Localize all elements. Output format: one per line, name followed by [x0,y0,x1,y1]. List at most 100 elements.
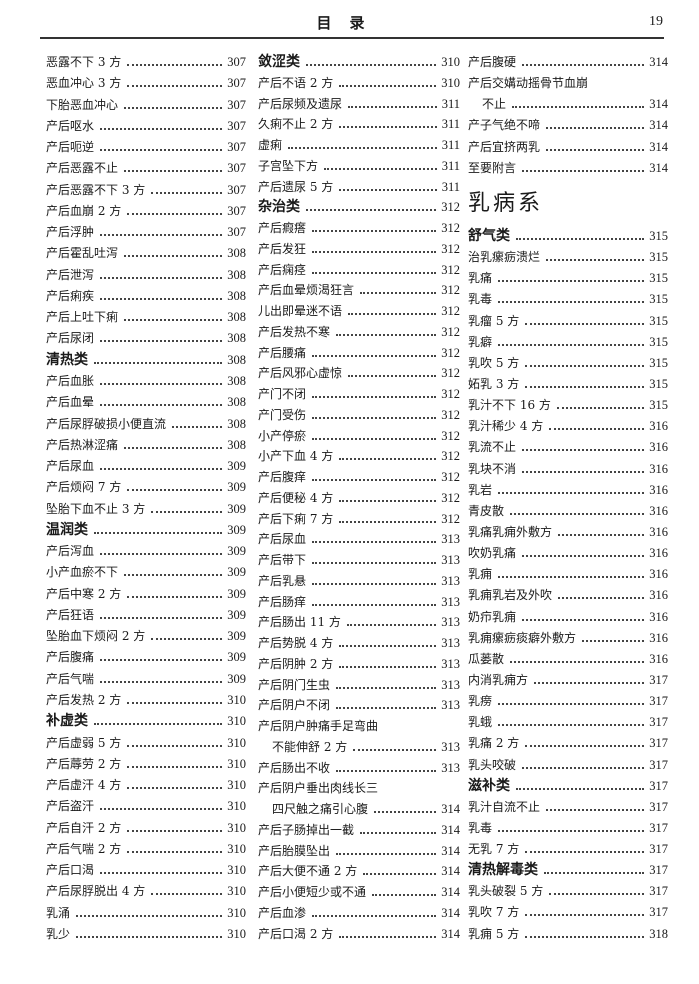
toc-entry[interactable]: 产后腹硬 314 [468,54,668,70]
toc-entry[interactable]: 治乳瘰疬溃烂 315 [468,249,668,265]
toc-entry[interactable]: 产门不闭 312 [258,386,460,402]
toc-entry[interactable]: 产后血崩 2 方 307 [46,203,246,219]
toc-entry[interactable]: 产后便秘 4 方 312 [258,490,460,506]
toc-entry[interactable]: 产后泻血 309 [46,543,246,559]
toc-entry[interactable]: 乳岩 316 [468,482,668,498]
toc-entry[interactable]: 乳汁自流不止 317 [468,799,668,815]
toc-entry[interactable]: 至要附言 314 [468,160,668,176]
toc-entry[interactable]: 乳头咬破 317 [468,757,668,773]
toc-entry[interactable]: 产后尿频及遗尿 311 [258,96,460,112]
toc-entry[interactable]: 下胎恶血冲心 307 [46,97,246,113]
toc-entry[interactable]: 产后宜挤两乳 314 [468,139,668,155]
toc-entry[interactable]: 产后气喘 2 方 310 [46,841,246,857]
toc-entry[interactable]: 产后呕水 307 [46,118,246,134]
toc-entry[interactable]: 产后阴门生虫 313 [258,677,460,693]
toc-entry[interactable]: 乳蛾 317 [468,714,668,730]
toc-entry[interactable]: 产后气喘 309 [46,671,246,687]
toc-entry[interactable]: 乳汁不下 16 方 315 [468,397,668,413]
toc-entry[interactable]: 吹奶乳痛 316 [468,545,668,561]
toc-entry[interactable]: 产后血胀 308 [46,373,246,389]
toc-entry[interactable]: 产后阴户垂出肉线长三 [258,780,460,796]
toc-entry[interactable]: 乳痨 317 [468,693,668,709]
toc-entry[interactable]: 产后腹痛 309 [46,649,246,665]
toc-entry[interactable]: 产后带下 313 [258,552,460,568]
toc-entry[interactable]: 产后小便短少或不通 314 [258,884,460,900]
toc-entry[interactable]: 产后血晕 308 [46,394,246,410]
toc-category[interactable]: 清热解毒类 317 [468,862,668,878]
toc-entry[interactable]: 不能伸舒 2 方 313 [258,739,460,755]
toc-entry[interactable]: 产后自汗 2 方 310 [46,820,246,836]
toc-entry[interactable]: 子宫坠下方 311 [258,158,460,174]
toc-entry[interactable]: 不止 314 [468,96,668,112]
toc-entry[interactable]: 虚痢 311 [258,137,460,153]
toc-entry[interactable]: 产后盗汗 310 [46,798,246,814]
toc-entry[interactable]: 乳痈乳岩及外吹 316 [468,587,668,603]
toc-entry[interactable]: 产后上吐下痢 308 [46,309,246,325]
toc-entry[interactable]: 妬乳 3 方 315 [468,376,668,392]
toc-entry[interactable]: 乳痛乳痈外敷方 316 [468,524,668,540]
toc-category[interactable]: 清热类 308 [46,352,246,368]
toc-entry[interactable]: 产后不语 2 方 310 [258,75,460,91]
toc-entry[interactable]: 产后乳悬 313 [258,573,460,589]
toc-entry[interactable]: 产后腰痛 312 [258,345,460,361]
toc-entry[interactable]: 产后泄泻 308 [46,267,246,283]
toc-entry[interactable]: 产后风邪心虚惊 312 [258,365,460,381]
toc-entry[interactable]: 小产下血 4 方 312 [258,448,460,464]
toc-entry[interactable]: 产后恶露不下 3 方 307 [46,182,246,198]
toc-entry[interactable]: 乳头破裂 5 方 317 [468,883,668,899]
toc-entry[interactable]: 产门受伤 312 [258,407,460,423]
toc-entry[interactable]: 恶露不下 3 方 307 [46,54,246,70]
toc-entry[interactable]: 产后阴肿 2 方 313 [258,656,460,672]
toc-entry[interactable]: 产后霍乱吐泻 308 [46,245,246,261]
toc-entry[interactable]: 产后中寒 2 方 309 [46,586,246,602]
toc-entry[interactable]: 乳瘤 5 方 315 [468,313,668,329]
toc-entry[interactable]: 产后肠出不收 313 [258,760,460,776]
toc-entry[interactable]: 产后下痢 7 方 312 [258,511,460,527]
toc-entry[interactable]: 产后血晕烦渴狂言 312 [258,282,460,298]
toc-entry[interactable]: 产后呃逆 307 [46,139,246,155]
toc-entry[interactable]: 内消乳痈方 317 [468,672,668,688]
toc-entry[interactable]: 产后瘕瘩 312 [258,220,460,236]
toc-entry[interactable]: 奶疖乳痈 316 [468,609,668,625]
toc-entry[interactable]: 乳流不止 316 [468,439,668,455]
toc-entry[interactable]: 乳毒 317 [468,820,668,836]
toc-entry[interactable]: 乳吹 7 方 317 [468,904,668,920]
toc-entry[interactable]: 产后发热不寒 312 [258,324,460,340]
toc-entry[interactable]: 乳汁稀少 4 方 316 [468,418,668,434]
toc-entry[interactable]: 乳吹 5 方 315 [468,355,668,371]
toc-entry[interactable]: 四尺触之痛引心腹 314 [258,801,460,817]
toc-entry[interactable]: 产后交媾动摇骨节血崩 [468,75,668,91]
toc-entry[interactable]: 产后腹痒 312 [258,469,460,485]
toc-entry[interactable]: 儿出即晕迷不语 312 [258,303,460,319]
toc-category[interactable]: 敛涩类 310 [258,54,460,70]
toc-entry[interactable]: 产后尿脬破损小便直流 308 [46,416,246,432]
toc-entry[interactable]: 产后蓐劳 2 方 310 [46,756,246,772]
toc-entry[interactable]: 小产停瘀 312 [258,428,460,444]
toc-entry[interactable]: 产后痫痉 312 [258,262,460,278]
toc-entry[interactable]: 青皮散 316 [468,503,668,519]
toc-category[interactable]: 杂治类 312 [258,199,460,215]
toc-entry[interactable]: 产子气绝不啼 314 [468,117,668,133]
toc-entry[interactable]: 产后尿脬脱出 4 方 310 [46,883,246,899]
toc-entry[interactable]: 坠胎下血不止 3 方 309 [46,501,246,517]
toc-entry[interactable]: 乳痛 315 [468,270,668,286]
toc-entry[interactable]: 产后尿血 309 [46,458,246,474]
toc-entry[interactable]: 产后痢疾 308 [46,288,246,304]
toc-entry[interactable]: 产后热淋涩痛 308 [46,437,246,453]
toc-entry[interactable]: 乳痈瘰疬痰癖外敷方 316 [468,630,668,646]
toc-entry[interactable]: 产后遗尿 5 方 311 [258,179,460,195]
toc-entry[interactable]: 产后肠痒 313 [258,594,460,610]
toc-entry[interactable]: 产后尿闭 308 [46,330,246,346]
toc-entry[interactable]: 久痢不止 2 方 311 [258,116,460,132]
toc-entry[interactable]: 乳块不消 316 [468,461,668,477]
toc-entry[interactable]: 产后阴户肿痛手足弯曲 [258,718,460,734]
toc-entry[interactable]: 乳毒 315 [468,291,668,307]
toc-entry[interactable]: 产后肠出 11 方 313 [258,614,460,630]
toc-entry[interactable]: 乳痛 2 方 317 [468,735,668,751]
toc-entry[interactable]: 产后虚弱 5 方 310 [46,735,246,751]
toc-entry[interactable]: 乳少 310 [46,926,246,942]
toc-entry[interactable]: 产后胎膜坠出 314 [258,843,460,859]
toc-entry[interactable]: 产后阴户不闭 313 [258,697,460,713]
toc-entry[interactable]: 产后子肠掉出一截 314 [258,822,460,838]
toc-category[interactable]: 补虚类 310 [46,713,246,729]
